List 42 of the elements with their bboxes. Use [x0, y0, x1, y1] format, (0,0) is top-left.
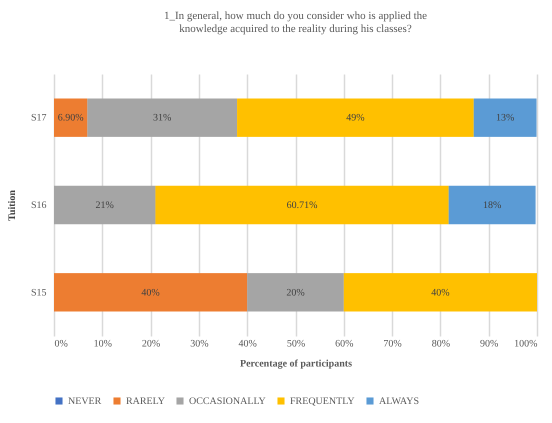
- bar: [474, 98, 537, 137]
- chart-title: 1_In general, how much do you consider who is applied the knowledge acquired to the reality during his classes?: [164, 10, 428, 35]
- x-tick-label: 70%: [383, 338, 402, 350]
- legend-label: RARELY: [126, 396, 165, 407]
- bar: [155, 186, 449, 224]
- x-axis-title: Percentage of participants: [240, 358, 352, 370]
- legend-label: ALWAYS: [379, 396, 420, 407]
- legend-label: FREQUENTLY: [290, 396, 355, 407]
- y-tick-label: S15: [30, 287, 46, 298]
- y-tick-label: S17: [30, 112, 46, 124]
- data-label: 18%: [482, 200, 502, 211]
- x-tick-label: 40%: [238, 338, 257, 350]
- x-tick-label: 100%: [514, 338, 538, 350]
- bar: [448, 186, 536, 224]
- data-label: 20%: [286, 287, 305, 298]
- data-label: 40%: [431, 287, 450, 298]
- bar: [54, 186, 156, 224]
- bar: [247, 273, 344, 312]
- x-tick-label: 0%: [54, 338, 68, 350]
- y-tick-label: S16: [30, 200, 46, 211]
- x-tick-label: 90%: [480, 338, 498, 350]
- data-label: 60.71%: [286, 200, 318, 211]
- bar: [237, 98, 474, 137]
- bar: [344, 273, 537, 312]
- x-tick-label: 20%: [142, 338, 160, 350]
- data-label: 49%: [346, 112, 365, 124]
- bar: [87, 98, 238, 137]
- y-axis-title: Tuition: [6, 190, 18, 221]
- x-tick-label: 30%: [190, 338, 209, 350]
- legend-label: OCCASIONALLY: [189, 396, 266, 407]
- data-label: 40%: [141, 287, 160, 298]
- bar: [54, 98, 88, 137]
- data-label: 21%: [96, 200, 114, 211]
- bar: [54, 273, 248, 312]
- data-label: 13%: [496, 112, 514, 124]
- data-label: 31%: [153, 112, 172, 124]
- data-label: 6.90%: [58, 112, 84, 124]
- x-tick-label: 50%: [286, 338, 306, 350]
- x-tick-label: 80%: [432, 338, 450, 350]
- x-tick-label: 60%: [335, 338, 354, 350]
- x-tick-label: 10%: [94, 338, 112, 350]
- legend-label: NEVER: [68, 396, 102, 407]
